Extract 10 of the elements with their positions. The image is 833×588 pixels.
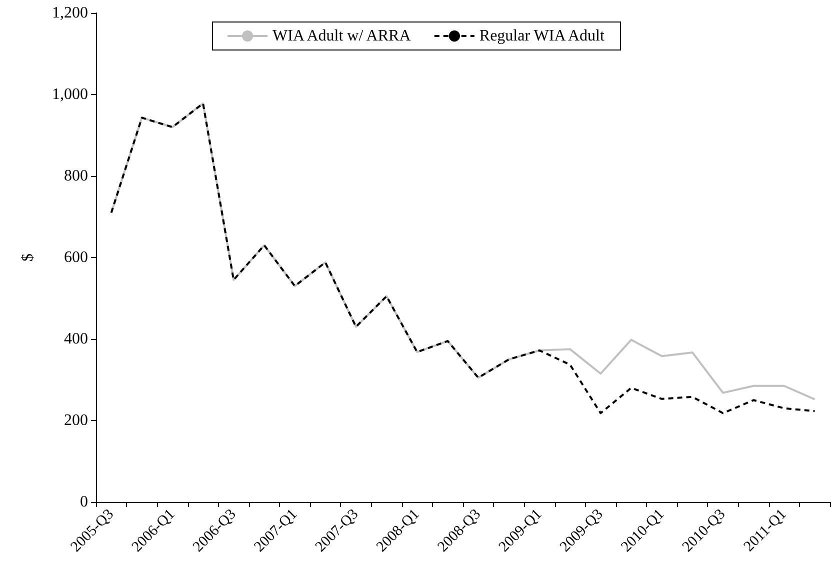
y-tick-label: 200 [64,412,88,429]
y-tick-label: 600 [64,249,88,266]
y-tick-label: 1,200 [52,4,88,22]
y-tick-label: 0 [80,494,88,510]
y-axis-title: $ [20,254,36,262]
legend-label: WIA Adult w/ ARRA [272,28,412,44]
y-tick-label: 400 [64,330,88,348]
y-tick-label: 1,000 [52,86,88,103]
legend-label: Regular WIA Adult [479,28,605,44]
y-tick-label: 800 [64,168,88,184]
